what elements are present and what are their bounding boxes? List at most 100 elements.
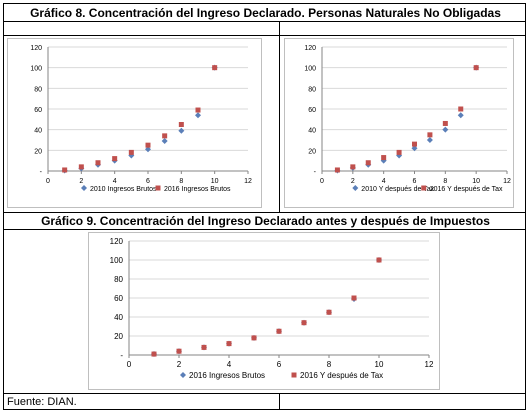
data-point [145, 146, 151, 153]
x-tick-label: 10 [375, 360, 384, 369]
legend-label: 2016 Y después de Tax [300, 371, 383, 380]
data-point [301, 320, 307, 326]
legend-marker [291, 372, 297, 378]
y-tick-label: 120 [304, 45, 316, 52]
row-divider [3, 21, 526, 22]
x-tick-label: 4 [113, 178, 117, 185]
col-divider [279, 21, 280, 213]
row-divider [3, 229, 526, 230]
x-tick-label: 4 [382, 178, 386, 185]
y-tick-label: 20 [114, 332, 123, 341]
data-point [95, 160, 101, 166]
data-point [473, 65, 479, 71]
data-point [350, 164, 356, 170]
legend-label: 2010 Y después de Tax [361, 186, 434, 193]
x-tick-label: 2 [177, 360, 182, 369]
data-point [442, 126, 449, 133]
data-point [412, 141, 417, 147]
y-tick-label: - [314, 169, 317, 176]
x-tick-label: 12 [244, 178, 252, 185]
data-point [161, 138, 168, 145]
chart-3: - 20 40 60 80 100 120 0 2 4 6 8 10 12 2016 Ingresos Br… [88, 232, 440, 390]
row-divider [3, 35, 526, 36]
col-divider [279, 393, 280, 410]
data-point [178, 127, 185, 134]
data-point [128, 149, 134, 155]
data-point [426, 137, 433, 143]
y-tick-label: 80 [114, 275, 123, 284]
row-divider [3, 393, 526, 394]
chart-title-1: Gráfico 8. Concentración del Ingreso Dec… [30, 6, 501, 20]
data-point [376, 257, 382, 263]
data-point [201, 344, 207, 350]
data-point [78, 164, 84, 170]
legend-label: 2010 Ingresos Brutos [90, 186, 157, 193]
y-tick-label: 60 [308, 107, 316, 114]
legend-marker [421, 185, 427, 191]
data-point [427, 132, 433, 138]
data-point [365, 160, 371, 166]
legend-marker [155, 185, 161, 191]
data-point [226, 341, 232, 347]
data-point [411, 145, 418, 152]
data-point [381, 155, 387, 161]
data-point [396, 149, 402, 155]
y-tick-label: 120 [110, 237, 124, 246]
data-point [195, 112, 201, 119]
x-tick-label: 0 [127, 360, 132, 369]
data-point [195, 107, 201, 113]
data-point [442, 120, 448, 126]
x-tick-label: 12 [503, 178, 511, 185]
y-tick-label: 40 [34, 128, 42, 135]
x-tick-label: 6 [277, 360, 282, 369]
data-point [351, 295, 357, 301]
data-point [145, 142, 151, 148]
legend-marker [81, 185, 87, 191]
x-tick-label: 6 [146, 178, 150, 185]
source-note: Fuente: DIAN. [7, 396, 77, 408]
legend-marker [180, 372, 186, 378]
legend-label: 2016 Y después de Tax [430, 186, 503, 193]
data-point [458, 106, 464, 112]
y-tick-label: - [120, 351, 123, 360]
data-point [62, 167, 68, 173]
x-tick-label: 10 [472, 178, 480, 185]
y-tick-label: 20 [308, 148, 316, 155]
legend-label: 2016 Ingresos Brutos [164, 186, 231, 193]
y-tick-label: 60 [114, 294, 123, 303]
x-tick-label: 6 [413, 178, 417, 185]
data-point [151, 351, 157, 357]
legend-label: 2016 Ingresos Brutos [189, 371, 265, 380]
data-point [251, 335, 257, 341]
data-point [112, 156, 118, 162]
data-point [178, 122, 184, 127]
y-tick-label: 100 [30, 66, 42, 73]
data-point [276, 328, 282, 334]
legend-marker [352, 185, 359, 191]
x-tick-label: 12 [425, 360, 434, 369]
data-point [176, 348, 182, 354]
x-tick-label: 8 [443, 178, 447, 185]
chart-title-2: Gráfico 9. Concentración del Ingreso Dec… [41, 214, 490, 228]
x-tick-label: 2 [351, 178, 355, 185]
y-tick-label: 20 [34, 148, 42, 155]
data-point [326, 309, 332, 315]
y-tick-label: 120 [30, 45, 42, 52]
x-tick-label: 8 [327, 360, 332, 369]
data-point [162, 133, 168, 139]
row-divider [3, 212, 526, 213]
x-tick-label: 2 [79, 178, 83, 185]
x-tick-label: 8 [179, 178, 183, 185]
y-tick-label: 100 [304, 66, 316, 73]
y-tick-label: 100 [110, 256, 124, 265]
table-frame [3, 3, 526, 410]
data-point [334, 167, 340, 173]
x-tick-label: 0 [46, 178, 50, 185]
chart-1: - 20 40 60 80 100 120 0 2 4 6 8 10 12 2010 Ingresos Br… [7, 38, 262, 208]
y-tick-label: 40 [308, 128, 316, 135]
x-tick-label: 10 [211, 178, 219, 185]
y-tick-label: 60 [34, 107, 42, 114]
y-tick-label: 80 [308, 86, 316, 93]
x-tick-label: 0 [320, 178, 324, 185]
y-tick-label: 80 [34, 86, 42, 93]
